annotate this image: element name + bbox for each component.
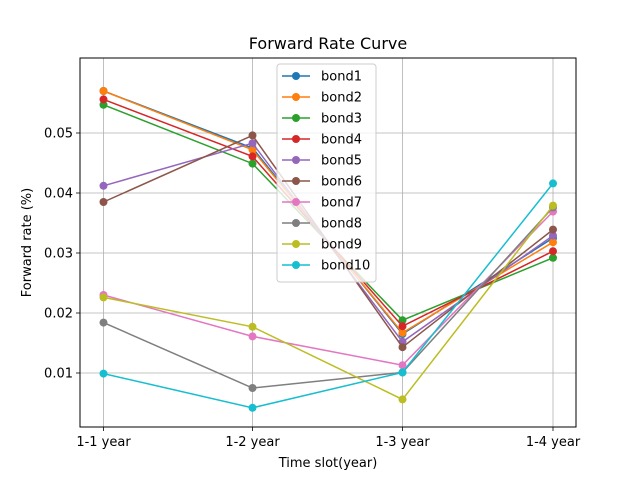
data-point (248, 159, 257, 168)
data-point (248, 384, 257, 392)
legend-marker (292, 219, 300, 227)
legend-label: bond6 (321, 175, 362, 190)
data-point (549, 225, 557, 234)
data-point (398, 322, 407, 331)
legend-marker (292, 93, 300, 101)
legend-item-bond7: bond7 (282, 196, 362, 211)
legend-label: bond7 (321, 196, 362, 211)
x-tick-label: 1-1 year (76, 435, 131, 450)
legend-item-bond9: bond9 (282, 238, 362, 253)
y-axis-label: Forward rate (%) (20, 188, 35, 297)
y-tick-label: 0.02 (44, 307, 73, 322)
series-line (103, 205, 554, 401)
data-point (99, 87, 108, 95)
legend-marker (292, 261, 300, 269)
legend-item-bond6: bond6 (282, 175, 362, 190)
legend-label: bond8 (321, 217, 362, 232)
legend-item-bond3: bond3 (282, 112, 362, 127)
legend-item-bond10: bond10 (282, 259, 370, 274)
data-point (248, 145, 257, 154)
data-point (398, 343, 407, 352)
legend: bond1 bond2 bond3 bond4 bond5 bond6 bond7 bond8… (276, 63, 377, 283)
data-point (398, 368, 407, 377)
data-point (398, 395, 407, 404)
data-point (99, 369, 108, 378)
data-point (549, 253, 557, 262)
data-point (99, 95, 108, 104)
legend-item-bond1: bond1 (282, 70, 362, 85)
legend-marker (292, 156, 300, 164)
y-tick-label: 0.03 (44, 247, 73, 262)
data-point (549, 201, 557, 210)
data-point (248, 322, 257, 331)
data-point (248, 152, 257, 161)
data-point (549, 231, 557, 240)
y-tick-label: 0.05 (44, 127, 73, 142)
x-tick-label: 1-3 year (375, 435, 430, 450)
x-axis-label: Time slot(year) (278, 456, 378, 471)
plot-frame (79, 57, 577, 428)
series-line (103, 182, 554, 409)
data-point (549, 179, 557, 188)
legend-marker (292, 240, 300, 248)
legend-item-bond4: bond4 (282, 133, 362, 148)
chart-title: Forward Rate Curve (249, 34, 407, 53)
legend-label: bond4 (321, 133, 362, 148)
series-line (103, 206, 554, 389)
y-tick-label: 0.04 (44, 187, 73, 202)
x-tick-label: 1-2 year (225, 435, 280, 450)
series-bond9 (99, 201, 557, 404)
data-point (99, 293, 108, 302)
data-point (99, 198, 108, 206)
data-point (398, 361, 407, 370)
series-bond10 (99, 179, 557, 412)
data-point (99, 181, 108, 190)
y-tick-label: 0.01 (44, 367, 73, 382)
data-point (248, 139, 257, 148)
data-point (99, 318, 108, 327)
grid-lines (80, 58, 576, 427)
legend-label: bond5 (321, 154, 362, 169)
axes: 1-1 year 1-2 year 1-3 year 1-4 year 0.01 0.02… (44, 127, 581, 451)
legend-marker (292, 177, 300, 185)
legend-item-bond5: bond5 (282, 154, 362, 169)
data-point (398, 328, 407, 337)
data-point (549, 238, 557, 247)
legend-item-bond2: bond2 (282, 91, 362, 106)
data-point (248, 131, 257, 140)
legend-marker (292, 72, 300, 80)
legend-label: bond9 (321, 238, 362, 253)
legend-item-bond8: bond8 (282, 217, 362, 232)
series-line (103, 211, 554, 367)
data-point (248, 332, 257, 341)
legend-label: bond2 (321, 91, 362, 106)
data-point (549, 247, 557, 256)
legend-label: bond3 (321, 112, 362, 127)
legend-label: bond1 (321, 70, 362, 85)
legend-marker (292, 198, 300, 206)
data-point (398, 316, 407, 325)
legend-marker (292, 135, 300, 143)
x-tick-label: 1-4 year (526, 435, 581, 450)
legend-marker (292, 114, 300, 122)
data-point (248, 403, 257, 412)
legend-label: bond10 (321, 259, 370, 274)
